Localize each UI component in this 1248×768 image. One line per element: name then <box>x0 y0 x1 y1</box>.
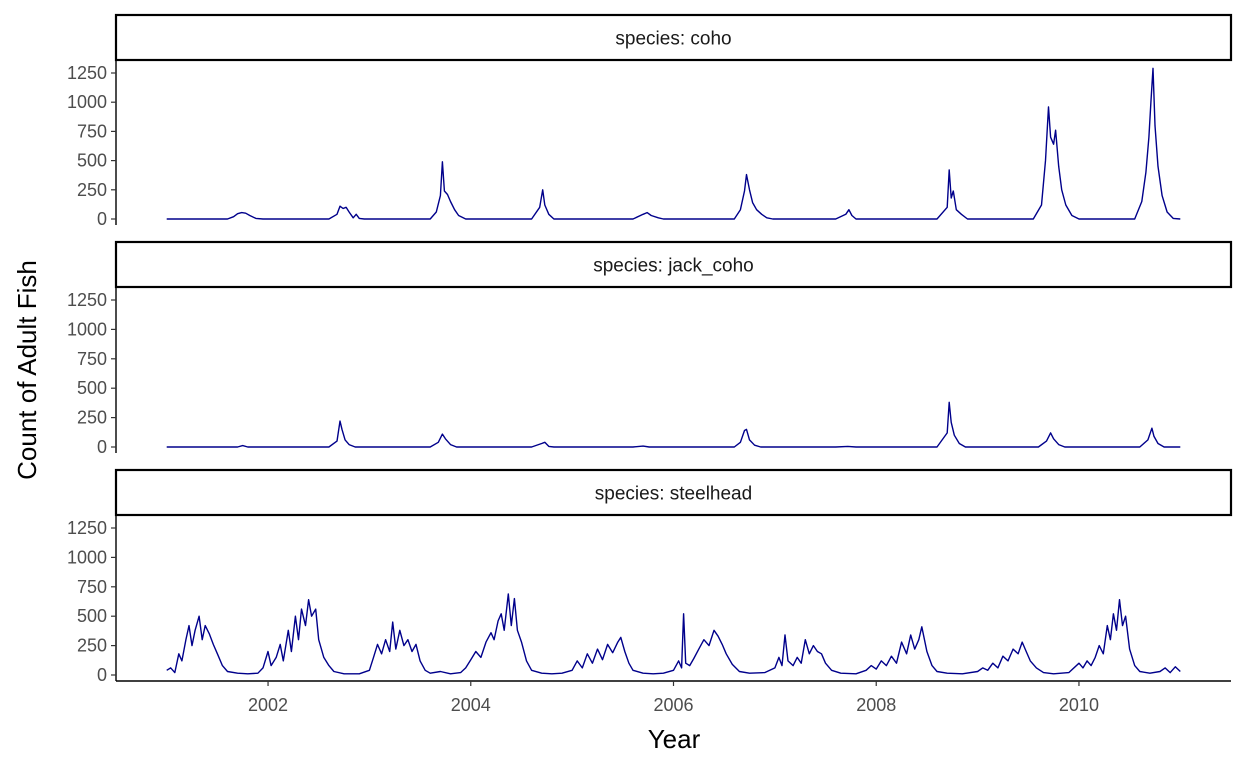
y-tick-label: 500 <box>77 606 107 626</box>
y-tick-label: 750 <box>77 577 107 597</box>
facet-strip <box>114 13 1233 62</box>
y-tick-label: 1250 <box>67 63 107 83</box>
y-tick-label: 750 <box>77 349 107 369</box>
facet-strip-label: species: jack_coho <box>593 256 754 277</box>
x-tick-label: 2004 <box>451 695 491 715</box>
y-tick-label: 1000 <box>67 547 107 567</box>
series-line-jack_coho <box>166 401 1181 448</box>
facet-panel-steelhead: species: steelhead 0 250 500 750 1000 1250 <box>67 468 1233 685</box>
facet-strip-label: species: coho <box>615 29 731 50</box>
y-tick-label: 250 <box>77 180 107 200</box>
y-tick-label: 250 <box>77 408 107 428</box>
y-tick-label: 1000 <box>67 319 107 339</box>
x-tick-label: 2008 <box>856 695 896 715</box>
y-tick-label: 500 <box>77 378 107 398</box>
y-tick-label: 0 <box>97 437 107 457</box>
x-axis-title: Year <box>648 724 701 754</box>
y-tick-label: 0 <box>97 209 107 229</box>
series-line-coho <box>166 67 1181 220</box>
facet-strip <box>114 240 1233 289</box>
y-tick-label: 750 <box>77 121 107 141</box>
y-tick-label: 1000 <box>67 92 107 112</box>
y-tick-label: 1250 <box>67 290 107 310</box>
facet-strip-label: species: steelhead <box>595 484 752 505</box>
y-tick-label: 0 <box>97 665 107 685</box>
x-axis: 2002 2004 2006 2008 2010 <box>116 680 1231 715</box>
x-tick-label: 2006 <box>653 695 693 715</box>
y-tick-label: 250 <box>77 636 107 656</box>
x-tick-label: 2010 <box>1059 695 1099 715</box>
facet-strip <box>114 468 1233 517</box>
x-tick-label: 2002 <box>248 695 288 715</box>
y-tick-label: 500 <box>77 151 107 171</box>
facet-panel-coho: species: coho 0 250 500 750 1000 1250 <box>67 13 1233 229</box>
y-axis-title: Count of Adult Fish <box>12 260 42 480</box>
y-tick-label: 1250 <box>67 518 107 538</box>
series-line-steelhead <box>166 593 1181 675</box>
facet-panel-jack_coho: species: jack_coho 0 250 500 750 1000 1250 <box>67 240 1233 457</box>
facet-panels: species: coho025050075010001250species: … <box>67 13 1233 685</box>
